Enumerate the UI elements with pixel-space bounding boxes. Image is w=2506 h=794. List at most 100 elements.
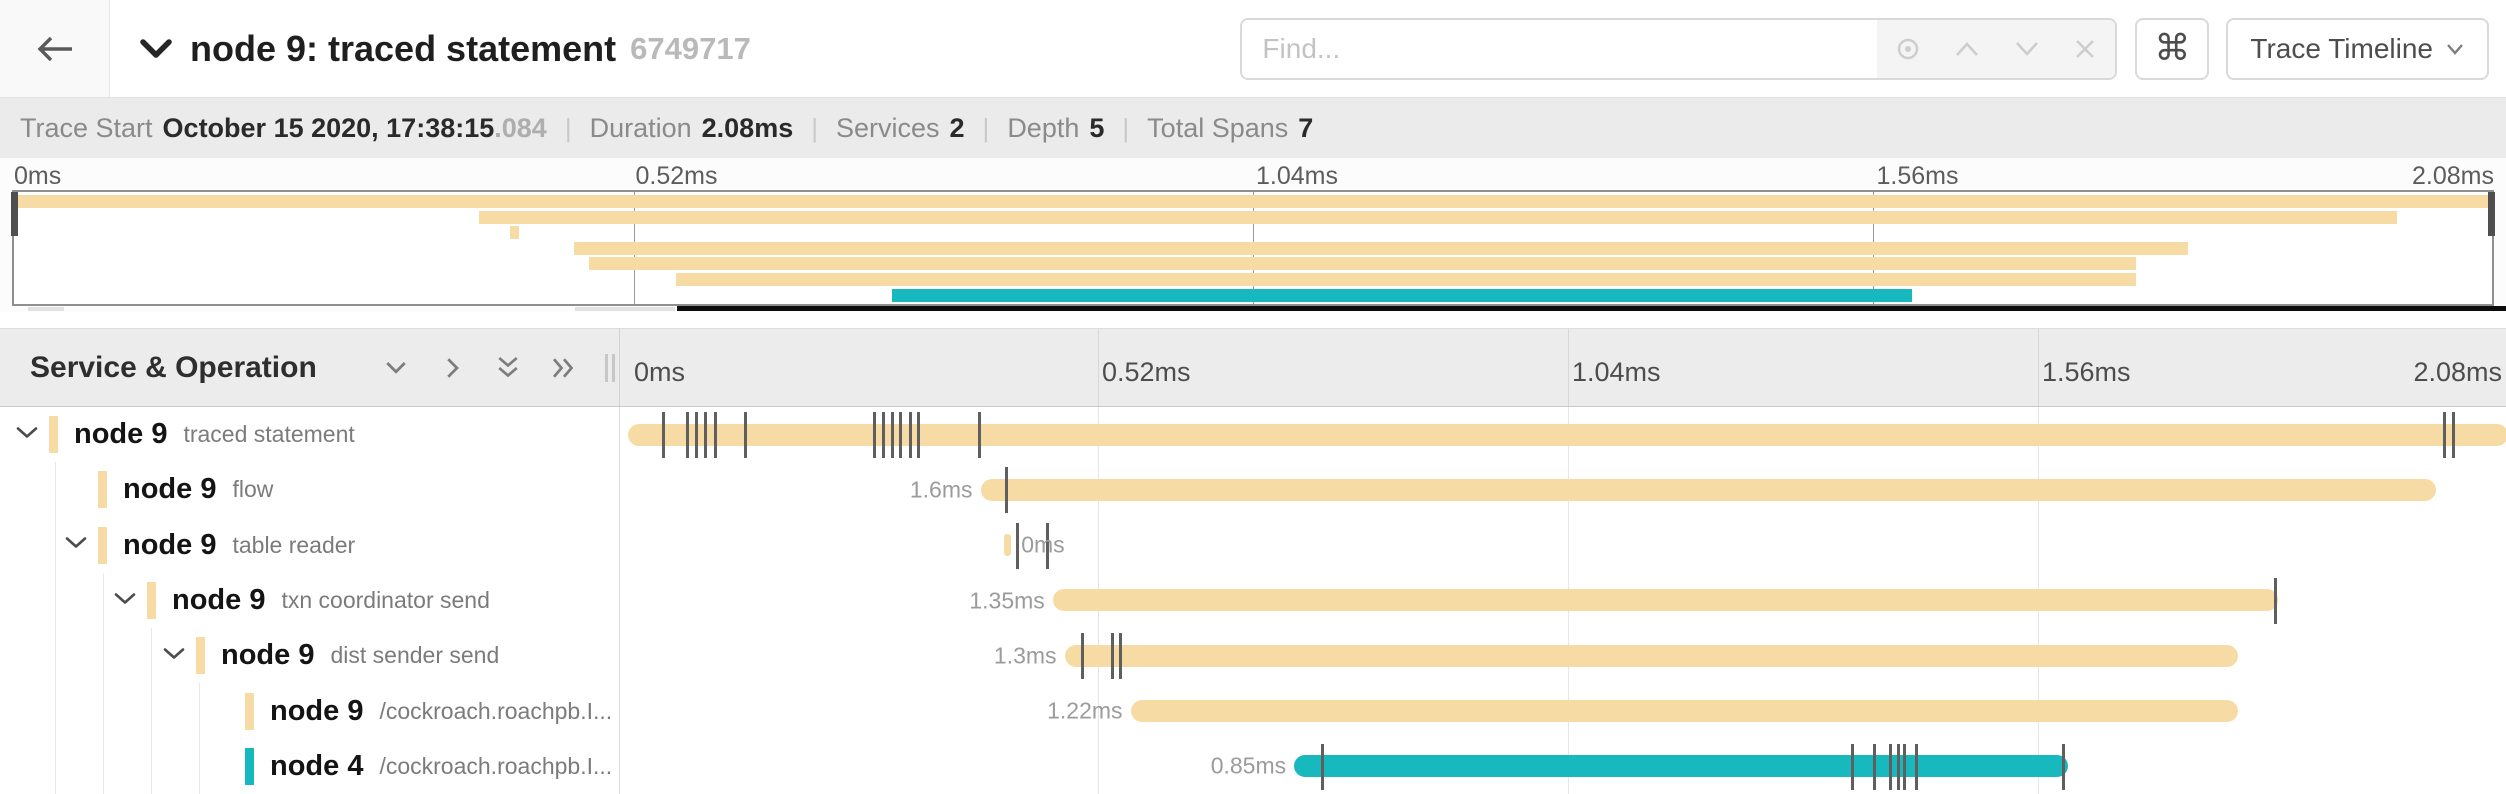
- span-bar[interactable]: [628, 423, 2506, 446]
- span-row[interactable]: 0.85ms: [620, 739, 2506, 794]
- row-collapse-chevron-down-icon[interactable]: [14, 424, 40, 445]
- tree-indent-guide: [151, 738, 152, 794]
- span-log-tick: [685, 412, 689, 458]
- expand-one-level-chevron-down-icon[interactable]: [381, 353, 411, 383]
- minimap-scrubber-right[interactable]: [2488, 192, 2495, 236]
- minimap-span-bar: [676, 273, 2136, 286]
- tree-indent-guide: [103, 683, 104, 739]
- tree-indent-guide: [103, 572, 104, 629]
- timeline-gridline: [2038, 329, 2039, 406]
- back-button[interactable]: [0, 0, 110, 97]
- find-clear-close-icon[interactable]: [2073, 37, 2097, 61]
- minimap-scrubber-left[interactable]: [11, 192, 18, 236]
- service-color-block: [196, 637, 205, 675]
- span-log-tick: [977, 412, 981, 458]
- tree-row-content: node 4/cockroach.roachpb.I...: [245, 739, 612, 794]
- span-row[interactable]: 1.3ms: [620, 628, 2506, 683]
- row-collapse-chevron-down-icon[interactable]: [112, 590, 138, 611]
- collapse-trace-chevron-icon[interactable]: [138, 37, 174, 61]
- tree-row-content: node 9 flow: [98, 462, 273, 517]
- operation-name: traced statement: [183, 421, 355, 448]
- summary-label: Duration: [589, 112, 692, 143]
- find-input[interactable]: [1242, 19, 1878, 78]
- timeline-grid-header: Service & Operation: [0, 328, 2506, 407]
- span-log-tick: [662, 412, 666, 458]
- operation-name: /cockroach.roachpb.I...: [379, 752, 613, 779]
- span-bar[interactable]: [1064, 644, 2238, 667]
- span-bar[interactable]: [1294, 755, 2068, 778]
- collapse-all-double-chevron-right-icon[interactable]: [549, 353, 579, 383]
- span-log-tick: [1903, 743, 1907, 790]
- service-color-block: [98, 526, 107, 564]
- span-duration-label: 0ms: [1021, 531, 1065, 558]
- tree-row-content: node 9 traced statement: [49, 407, 355, 462]
- span-log-tick: [1080, 633, 1084, 680]
- top-bar: node 9: traced statement 6749717: [0, 0, 2506, 97]
- timeline-gridline: [1098, 329, 1099, 406]
- minimap-scrollbar-thumb[interactable]: [676, 306, 2506, 311]
- row-collapse-chevron-down-icon[interactable]: [63, 535, 89, 556]
- span-log-tick: [1118, 633, 1122, 680]
- span-row[interactable]: [620, 407, 2506, 462]
- span-log-tick: [1045, 522, 1049, 569]
- tree-indent-guide: [55, 628, 56, 684]
- operation-name: dist sender send: [330, 642, 500, 669]
- minimap-tick-label: 2.08ms: [2412, 162, 2494, 190]
- summary-label: Trace Start: [20, 112, 153, 143]
- top-bar-controls: ⌘ Trace Timeline: [1240, 17, 2489, 80]
- find-prev-chevron-up-icon[interactable]: [1953, 39, 1981, 59]
- span-log-tick: [1888, 743, 1892, 790]
- tree-row[interactable]: node 9 traced statement: [0, 407, 619, 462]
- tree-row[interactable]: node 9/cockroach.roachpb.I...: [0, 683, 619, 739]
- expand-all-double-chevron-down-icon[interactable]: [493, 353, 523, 383]
- tree-row[interactable]: node 9 dist sender send: [0, 628, 619, 684]
- service-color-block: [245, 747, 254, 785]
- summary-value: 2.08ms: [701, 112, 794, 143]
- collapse-one-level-chevron-right-icon[interactable]: [437, 353, 467, 383]
- summary-value: 5: [1089, 112, 1105, 143]
- span-row[interactable]: 1.35ms: [620, 573, 2506, 628]
- tree-indent-guide: [55, 462, 56, 518]
- tree-row-content: node 9/cockroach.roachpb.I...: [245, 683, 612, 738]
- find-next-chevron-down-icon[interactable]: [2013, 39, 2041, 59]
- span-log-tick: [1004, 467, 1008, 514]
- summary-separator: |: [1122, 112, 1130, 143]
- span-log-tick: [2442, 412, 2446, 458]
- span-log-tick: [881, 412, 885, 458]
- minimap-scrollbar[interactable]: [0, 306, 2506, 312]
- span-bar[interactable]: [980, 478, 2436, 501]
- summary-item: Trace Start October 15 2020, 17:38:15.084: [20, 113, 547, 144]
- service-name: node 9: [123, 528, 217, 561]
- find-group: [1240, 17, 2118, 80]
- span-log-tick: [2451, 412, 2455, 458]
- tree-row[interactable]: node 4/cockroach.roachpb.I...: [0, 738, 619, 794]
- minimap-scrollbar-track: [28, 307, 64, 311]
- span-bar[interactable]: [1130, 699, 2238, 722]
- span-row[interactable]: 1.6ms: [620, 462, 2506, 517]
- tree-row[interactable]: node 9 table reader: [0, 517, 619, 573]
- tree-row[interactable]: node 9 flow: [0, 462, 619, 518]
- span-bar[interactable]: [1004, 534, 1012, 557]
- tree-row[interactable]: node 9 txn coordinator send: [0, 572, 619, 629]
- column-resizer-handle[interactable]: [605, 353, 615, 382]
- span-bar[interactable]: [1052, 589, 2278, 612]
- collapse-controls: [381, 353, 579, 383]
- span-tree-column: node 9 traced statement node 9 flow node 9 ta…: [0, 407, 620, 794]
- view-selector-label: Trace Timeline: [2250, 32, 2433, 64]
- span-log-tick: [1872, 743, 1876, 790]
- span-log-tick: [703, 412, 707, 458]
- summary-item: Duration 2.08ms: [590, 113, 794, 144]
- summary-item: Depth 5: [1007, 113, 1104, 144]
- keyboard-shortcuts-button[interactable]: ⌘: [2135, 17, 2210, 80]
- span-log-tick: [1850, 743, 1854, 790]
- tree-indent-guide: [103, 738, 104, 794]
- view-selector-dropdown[interactable]: Trace Timeline: [2226, 17, 2489, 80]
- span-log-tick: [917, 412, 921, 458]
- span-timeline-column: 1.6ms 0ms 1.35ms 1.3ms 1.22ms 0.85ms: [620, 407, 2506, 794]
- row-collapse-chevron-down-icon[interactable]: [161, 645, 187, 666]
- minimap-canvas[interactable]: [11, 190, 2495, 306]
- span-row[interactable]: 0ms: [620, 518, 2506, 573]
- back-arrow-icon: [37, 36, 72, 61]
- span-log-tick: [2273, 577, 2277, 624]
- span-row[interactable]: 1.22ms: [620, 683, 2506, 738]
